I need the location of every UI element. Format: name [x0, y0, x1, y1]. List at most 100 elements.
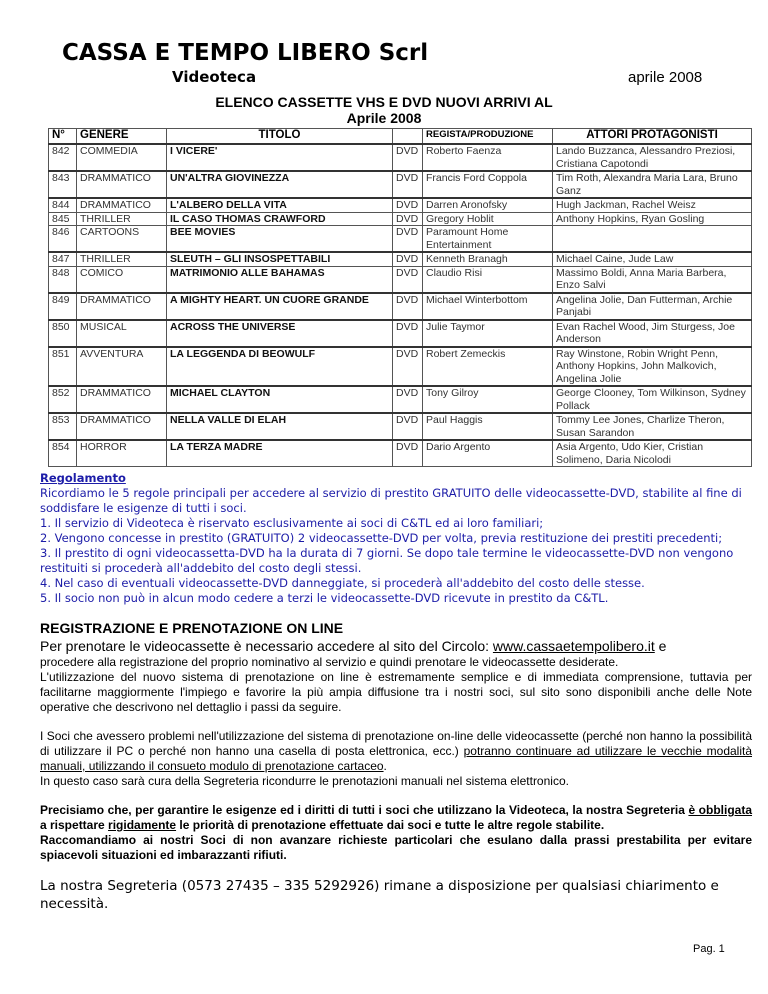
director: Claudio Risi [422, 265, 553, 293]
rule-item: 5. Il socio non può in alcun modo cedere… [40, 591, 609, 605]
actors: George Clooney, Tom Wilkinson, Sydney Po… [552, 385, 752, 414]
text: I Soci che avessero problemi nell'utiliz… [40, 729, 752, 758]
genre: COMMEDIA [76, 143, 167, 172]
actors: Massimo Boldi, Anna Maria Barbera, Enzo … [552, 265, 752, 293]
format: DVD [392, 211, 423, 226]
title: I VICERE' [166, 143, 393, 172]
header-row: N° GENERE TITOLO REGISTA/PRODUZIONE ATTORI P… [48, 128, 752, 145]
table-row: 846 CARTOONS BEE MOVIES DVD Paramount Home E… [48, 225, 752, 253]
text: L'utilizzazione del nuovo sistema di pre… [40, 670, 752, 714]
table-row: 845 THRILLER IL CASO THOMAS CRAWFORD DVD Gre… [48, 211, 752, 226]
director: Robert Zemeckis [422, 345, 553, 387]
row-number: 845 [48, 211, 77, 226]
genre: THRILLER [76, 211, 167, 226]
table-row: 849 DRAMMATICO A MIGHTY HEART. UN CUORE GR… [48, 291, 752, 320]
format: DVD [392, 265, 423, 293]
actors: Lando Buzzanca, Alessandro Preziosi, Cri… [552, 143, 752, 172]
title: MATRIMONIO ALLE BAHAMAS [166, 265, 393, 293]
format: DVD [392, 345, 423, 387]
genre: THRILLER [76, 251, 167, 267]
table-row: 851 AVVENTURA LA LEGGENDA DI BEOWULF DVD Rob… [48, 345, 752, 387]
column-header: TITOLO [166, 128, 393, 145]
text: Raccomandiamo ai nostri Soci di non avan… [40, 833, 752, 862]
page-number: Pag. 1 [693, 943, 725, 955]
genre: COMICO [76, 265, 167, 293]
column-header: GENERE [76, 128, 167, 145]
format: DVD [392, 318, 423, 347]
director: Gregory Hoblit [422, 211, 553, 226]
actors: Asia Argento, Udo Kier, Cristian Solimen… [552, 439, 752, 467]
row-number: 846 [48, 225, 77, 253]
document-subtitle: Aprile 2008 [346, 110, 422, 126]
table-row: 848 COMICO MATRIMONIO ALLE BAHAMAS DVD Claud… [48, 265, 752, 293]
actors [552, 225, 752, 253]
rule-item: 2. Vengono concesse in prestito (GRATUIT… [40, 531, 723, 545]
online-paragraph-1: Per prenotare le videocassette è necessa… [40, 637, 752, 655]
actors: Tommy Lee Jones, Charlize Theron, Susan … [552, 412, 752, 441]
actors: Evan Rachel Wood, Jim Sturgess, Joe Ande… [552, 318, 752, 347]
format: DVD [392, 143, 423, 172]
title: LA LEGGENDA DI BEOWULF [166, 345, 393, 387]
row-number: 848 [48, 265, 77, 293]
text: a rispettare [40, 818, 109, 832]
document-body: N° GENERE TITOLO REGISTA/PRODUZIONE ATTORI P… [40, 128, 752, 913]
genre: DRAMMATICO [76, 412, 167, 441]
genre: DRAMMATICO [76, 291, 167, 320]
table-row: 853 DRAMMATICO NELLA VALLE DI ELAH DVD Paul … [48, 412, 752, 441]
director: Michael Winterbottom [422, 291, 553, 320]
rules-heading[interactable]: Regolamento [40, 471, 126, 485]
table-row: 847 THRILLER SLEUTH – GLI INSOSPETTABILI DV… [48, 251, 752, 267]
column-header: ATTORI PROTAGONISTI [552, 128, 752, 145]
director: Julie Taymor [422, 318, 553, 347]
director: Roberto Faenza [422, 143, 553, 172]
table-row: 842 COMMEDIA I VICERE' DVD Roberto Faenza Lan… [48, 143, 752, 172]
site-link[interactable]: www.cassaetempolibero.it [492, 638, 655, 654]
document-title: ELENCO CASSETTE VHS E DVD NUOVI ARRIVI A… [215, 94, 553, 110]
director: Darren Aronofsky [422, 197, 553, 213]
title: BEE MOVIES [166, 225, 393, 253]
director: Francis Ford Coppola [422, 170, 553, 199]
row-number: 852 [48, 385, 77, 414]
row-number: 853 [48, 412, 77, 441]
rules-list: 1. Il servizio di Videoteca è riservato … [40, 516, 752, 606]
format: DVD [392, 385, 423, 414]
title: LA TERZA MADRE [166, 439, 393, 467]
director: Paul Haggis [422, 412, 553, 441]
title: NELLA VALLE DI ELAH [166, 412, 393, 441]
text: potranno continuare ad utilizzare le vec… [40, 744, 753, 773]
table-row: 844 DRAMMATICO L'ALBERO DELLA VITA DVD Darre… [48, 197, 752, 213]
genre: DRAMMATICO [76, 385, 167, 414]
column-header: N° [48, 128, 77, 145]
online-paragraph-2: I Soci che avessero problemi nell'utiliz… [40, 729, 752, 789]
title: IL CASO THOMAS CRAWFORD [166, 211, 393, 226]
text: procedere alla registrazione del proprio… [40, 655, 619, 669]
genre: AVVENTURA [76, 345, 167, 387]
title: L'ALBERO DELLA VITA [166, 197, 393, 213]
genre: DRAMMATICO [76, 197, 167, 213]
genre: DRAMMATICO [76, 170, 167, 199]
organization-name: CASSA E TEMPO LIBERO Scrl [62, 40, 429, 66]
format: DVD [392, 251, 423, 267]
title: ACROSS THE UNIVERSE [166, 318, 393, 347]
rule-item: 1. Il servizio di Videoteca è riservato … [40, 516, 544, 530]
text: In questo caso sarà cura della Segreteri… [40, 774, 569, 788]
format: DVD [392, 170, 423, 199]
text: rigidamente [108, 818, 177, 832]
director: Tony Gilroy [422, 385, 553, 414]
format: DVD [392, 291, 423, 320]
format: DVD [392, 197, 423, 213]
row-number: 847 [48, 251, 77, 267]
table-row: 854 HORROR LA TERZA MADRE DVD Dario Argento A… [48, 439, 752, 467]
row-number: 849 [48, 291, 77, 320]
rules-section: Regolamento Ricordiamo le 5 regole princ… [40, 471, 752, 606]
title: A MIGHTY HEART. UN CUORE GRANDE [166, 291, 393, 320]
format: DVD [392, 439, 423, 467]
text: è obbligata [688, 803, 753, 817]
actors: Ray Winstone, Robin Wright Penn, Anthony… [552, 345, 752, 387]
text: Precisiamo che, per garantire le esigenz… [40, 803, 689, 817]
actors: Angelina Jolie, Dan Futterman, Archie Pa… [552, 291, 752, 320]
title: UN'ALTRA GIOVINEZZA [166, 170, 393, 199]
rules-intro: Ricordiamo le 5 regole principali per ac… [40, 486, 742, 515]
online-paragraph-3: Precisiamo che, per garantire le esigenz… [40, 803, 752, 863]
row-number: 850 [48, 318, 77, 347]
